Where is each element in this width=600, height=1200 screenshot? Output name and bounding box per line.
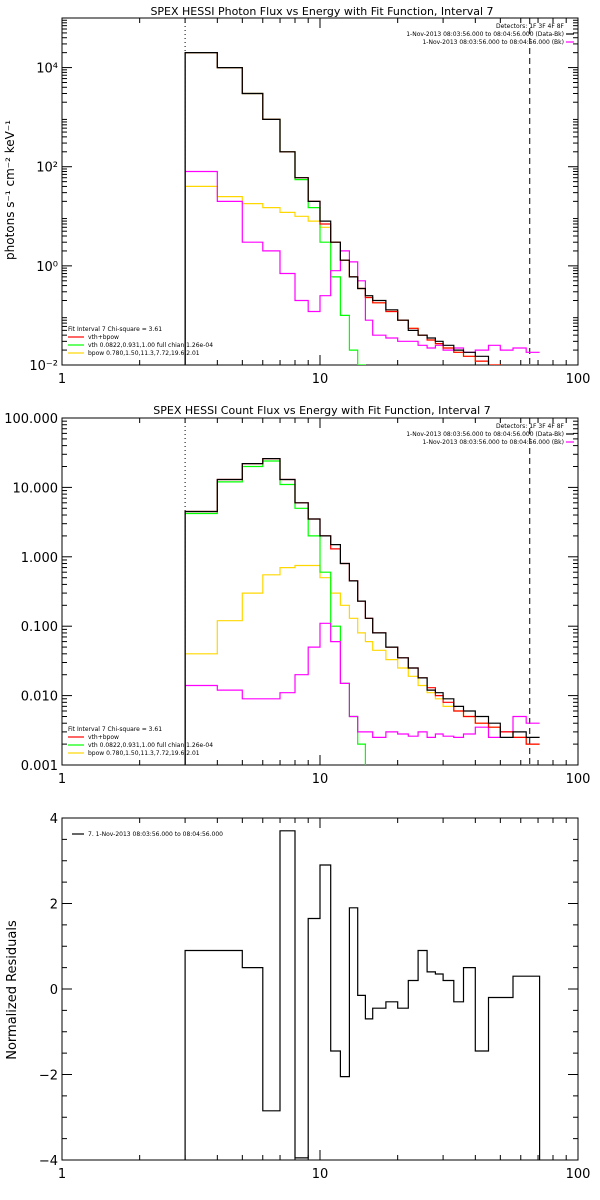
series-data-bk bbox=[184, 52, 490, 365]
legend-bottom-left-label: vth+bpow bbox=[88, 734, 119, 741]
series-group bbox=[184, 52, 540, 365]
y-tick-label: 0.010 bbox=[21, 690, 58, 705]
series-7-1-nov-2013-08-03-56-000-to-08-04-56-000 bbox=[184, 830, 541, 1160]
y-tick-label: 10.000 bbox=[13, 481, 59, 496]
y-tick-label: −4 bbox=[39, 1154, 58, 1169]
photon-flux-ylabel: photons s⁻¹ cm⁻² keV⁻¹ bbox=[3, 120, 17, 260]
residuals-ylabel: Normalized Residuals bbox=[5, 920, 20, 1060]
x-tick-label: 1 bbox=[58, 772, 66, 787]
series-group bbox=[184, 458, 540, 765]
legend-top-right-label: Detectors: 1F 3F 4F 8F bbox=[496, 423, 565, 430]
legend-bottom-left-label: vth 0.0822,0.931,1.00 full chian 1.26e-0… bbox=[88, 342, 213, 349]
x-tick-label: 1 bbox=[58, 372, 66, 387]
legend-top-right-label: 1-Nov-2013 08:03:56.000 to 08:04:56.000 … bbox=[422, 439, 564, 446]
series-vth-bpow bbox=[184, 52, 501, 365]
y-tick-label: 10⁴ bbox=[36, 62, 58, 77]
y-tick-label: 0.001 bbox=[21, 759, 58, 774]
y-tick-label: 100.000 bbox=[4, 412, 58, 427]
legend-top-left-label: 7. 1-Nov-2013 08:03:56.000 to 08:04:56.0… bbox=[88, 831, 223, 838]
y-tick-label: 10⁻² bbox=[29, 359, 58, 374]
y-tick-label: 0 bbox=[50, 983, 58, 998]
series-bpow bbox=[184, 564, 540, 765]
series-vth-bpow bbox=[184, 458, 540, 765]
x-tick-label: 100 bbox=[566, 372, 591, 387]
legend-top-right-label: Detectors: 1F 3F 4F 8F bbox=[496, 23, 565, 30]
y-tick-label: 2 bbox=[50, 898, 58, 913]
x-tick-label: 10 bbox=[312, 1167, 329, 1182]
series-bk bbox=[184, 170, 540, 365]
y-tick-label: 1.000 bbox=[21, 551, 58, 566]
legend-top-right-label: 1-Nov-2013 08:03:56.000 to 08:04:56.000 … bbox=[406, 31, 564, 38]
legend-top-right-label: 1-Nov-2013 08:03:56.000 to 08:04:56.000 … bbox=[406, 431, 564, 438]
series-vth bbox=[184, 52, 366, 365]
legend-top-right-label: 1-Nov-2013 08:03:56.000 to 08:04:56.000 … bbox=[422, 39, 564, 46]
x-tick-label: 100 bbox=[566, 772, 591, 787]
legend-bottom-left-label: Fit Interval 7 Chi-square = 3.61 bbox=[68, 726, 162, 733]
x-tick-label: 1 bbox=[58, 1167, 66, 1182]
series-bpow bbox=[184, 185, 501, 365]
residuals-panel: Normalized Residuals 1 10 100 −4 −2 0 2 4 7. 1-N… bbox=[5, 812, 590, 1182]
y-tick-label: 4 bbox=[50, 812, 58, 827]
legend-bottom-left-label: vth 0.0822,0.931,1.00 full chian 1.26e-0… bbox=[88, 742, 213, 749]
photon-flux-title: SPEX HESSI Photon Flux vs Energy with Fi… bbox=[150, 5, 493, 18]
y-tick-label: 10² bbox=[36, 161, 58, 176]
series-group bbox=[184, 830, 541, 1160]
y-tick-label: 10⁰ bbox=[36, 260, 58, 275]
count-flux-title: SPEX HESSI Count Flux vs Energy with Fit… bbox=[153, 404, 490, 417]
plot-frame bbox=[61, 17, 579, 366]
legend-bottom-left-label: bpow 0.780,1.50,11.3,7.72,19.6,2.01 bbox=[88, 350, 200, 357]
x-tick-label: 10 bbox=[312, 772, 329, 787]
series-vth bbox=[184, 460, 366, 765]
legend-bottom-left-label: vth+bpow bbox=[88, 334, 119, 341]
x-tick-label: 100 bbox=[566, 1167, 591, 1182]
x-tick-label: 10 bbox=[312, 372, 329, 387]
legend-bottom-left-label: bpow 0.780,1.50,11.3,7.72,19.6,2.01 bbox=[88, 750, 200, 757]
y-tick-label: −2 bbox=[39, 1069, 58, 1084]
y-tick-label: 0.100 bbox=[21, 620, 58, 635]
legend-bottom-left-label: Fit Interval 7 Chi-square = 3.61 bbox=[68, 326, 162, 333]
series-data-bk bbox=[184, 458, 540, 765]
plot-frame bbox=[61, 417, 579, 766]
photon-flux-panel: SPEX HESSI Photon Flux vs Energy with Fi… bbox=[3, 5, 590, 387]
series-bk bbox=[184, 622, 540, 765]
count-flux-panel: SPEX HESSI Count Flux vs Energy with Fit… bbox=[4, 404, 590, 787]
